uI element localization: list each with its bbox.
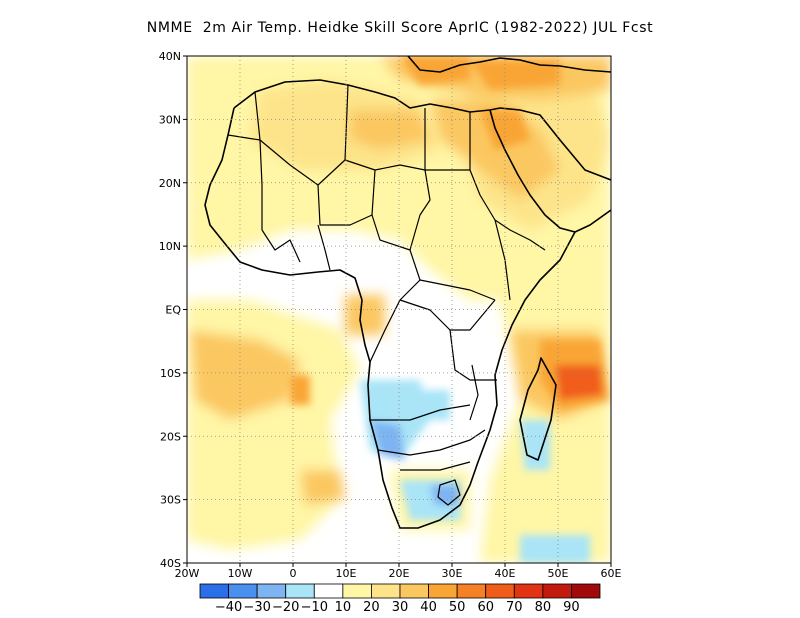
lat-tick-label: 40N [159,50,181,63]
colorbar-label: 10 [335,600,352,615]
lat-tick-label: 40S [160,557,181,570]
lat-tick-label: 30N [159,113,181,126]
skill-region-libya [350,110,430,150]
colorbar-swatch [456,583,487,599]
colorbar-swatch [542,583,572,599]
colorbar-swatch [371,583,401,599]
skill-region-gabon [345,295,385,335]
skill-region-atlantic-hot [290,375,310,405]
skill-region-zambia-cool [420,390,450,420]
skill-region-mozambique-channel-cool [520,420,550,470]
colorbar-label: 60 [477,600,494,615]
colorbar-label: −30 [243,600,270,615]
lon-tick-label: 20E [389,567,410,580]
colorbar-swatch [399,583,429,599]
colorbar-label: 40 [420,600,437,615]
skill-region-madagascar-east [555,365,603,400]
lon-tick-label: 10W [228,567,253,580]
colorbar-swatch [342,583,372,599]
colorbar-label: −20 [272,600,299,615]
lat-tick-label: EQ [165,304,181,317]
lon-tick-label: 20W [175,567,200,580]
skill-region-med-hot [400,56,470,85]
lat-tick-label: 20N [159,177,181,190]
lat-tick-label: 20S [160,430,181,443]
colorbar-label: 20 [363,600,380,615]
colorbar-swatch [485,583,515,599]
lon-tick-label: 40E [495,567,516,580]
lon-tick-label: 10E [336,567,357,580]
colorbar-label: 30 [392,600,409,615]
colorbar [199,583,601,599]
colorbar-label: 90 [563,600,580,615]
colorbar-label: 80 [535,600,552,615]
colorbar-label: −10 [301,600,328,615]
colorbar-label: 70 [506,600,523,615]
skill-region-sw-atlantic [300,470,345,505]
colorbar-swatch [285,583,315,599]
country-borders [227,84,546,506]
coastline [204,56,611,529]
lat-tick-label: 10S [160,367,181,380]
colorbar-label: 50 [449,600,466,615]
lon-tick-label: 60E [601,567,622,580]
lon-tick-label: 50E [548,567,569,580]
colorbar-swatch [571,583,601,599]
colorbar-swatch [256,583,287,599]
colorbar-swatch [199,583,229,599]
skill-region-southern-ocean-cool [520,535,590,563]
colorbar-swatch [228,583,258,599]
lon-tick-label: 0 [290,567,297,580]
colorbar-swatch [428,583,458,599]
colorbar-swatch [513,583,544,599]
lon-tick-label: 30E [442,567,463,580]
skill-region-levant-hot [470,60,560,90]
colorbar-swatch [313,583,344,599]
longitude-labels: 20W 10W 0 10E 20E 30E 40E 50E 60E [175,567,622,580]
skill-region-west-atlantic [190,330,300,420]
colorbar-label: −40 [215,600,242,615]
lat-tick-label: 10N [159,240,181,253]
map-title: NMME 2m Air Temp. Heidke Skill Score Apr… [146,20,654,36]
latitude-labels: 40N 30N 20N 10N EQ 10S 20S 30S 40S [159,50,182,570]
lat-tick-label: 30S [160,494,181,507]
colorbar-labels: −40 −30 −20 −10 10 20 30 40 50 60 70 80 90 [215,600,580,615]
axis-ticks [183,55,612,567]
skill-region-lesotho-cool [430,485,460,505]
grid-lines [187,56,611,563]
